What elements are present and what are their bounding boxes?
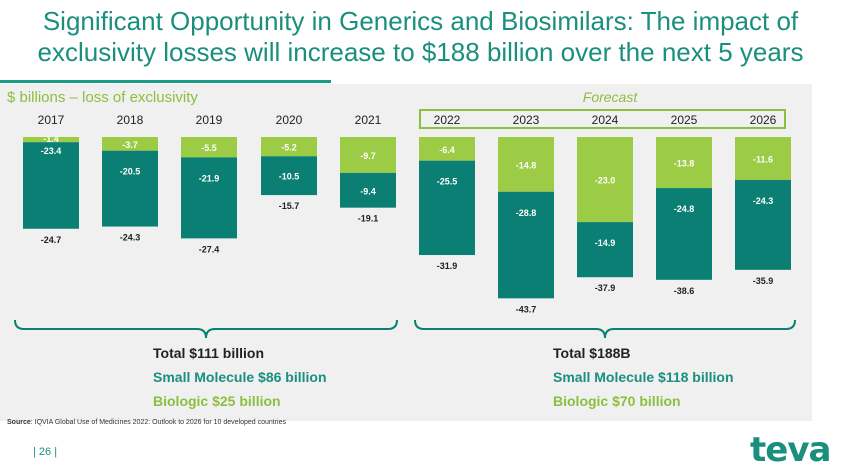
bar-small-molecule bbox=[102, 150, 158, 227]
bracket-forecast bbox=[414, 319, 796, 339]
data-label-small-molecule: -23.4 bbox=[41, 146, 62, 156]
source-text: : IQVIA Global Use of Medicines 2022: Ou… bbox=[30, 419, 286, 426]
data-label-total: -27.4 bbox=[199, 244, 220, 254]
page-title: Significant Opportunity in Generics and … bbox=[37, 6, 804, 67]
summary-forecast: Total $188B Small Molecule $118 billion … bbox=[553, 341, 734, 413]
bar-biologic bbox=[340, 137, 396, 173]
x-tick-label: 2021 bbox=[355, 113, 382, 127]
source-prefix: Source bbox=[7, 419, 31, 426]
data-label-total: -15.7 bbox=[279, 201, 300, 211]
bracket-historical bbox=[14, 319, 398, 339]
bar-small-molecule bbox=[181, 157, 237, 239]
data-label-small-molecule: -9.4 bbox=[360, 186, 376, 196]
summary-historical-small-molecule: Small Molecule $86 billion bbox=[153, 369, 327, 385]
data-label-small-molecule: -14.9 bbox=[595, 238, 616, 248]
bar-biologic bbox=[577, 137, 633, 223]
data-label-biologic: -5.2 bbox=[281, 143, 297, 153]
source-note: Source: IQVIA Global Use of Medicines 20… bbox=[7, 419, 286, 426]
data-label-total: -43.7 bbox=[516, 304, 537, 314]
data-label-biologic: -6.4 bbox=[439, 145, 455, 155]
summary-historical: Total $111 billion Small Molecule $86 bi… bbox=[153, 341, 327, 413]
data-label-biologic: -5.5 bbox=[201, 143, 217, 153]
data-label-small-molecule: -24.8 bbox=[674, 204, 695, 214]
bar-small-molecule bbox=[340, 172, 396, 208]
forecast-box bbox=[419, 109, 786, 129]
summary-historical-biologic: Biologic $25 billion bbox=[153, 393, 281, 409]
bar-biologic bbox=[656, 137, 712, 189]
data-label-total: -35.9 bbox=[753, 276, 774, 286]
summary-forecast-total: Total $188B bbox=[553, 345, 631, 361]
summary-historical-total: Total $111 billion bbox=[153, 345, 264, 361]
data-label-total: -38.6 bbox=[674, 286, 695, 296]
data-label-biologic: -13.8 bbox=[674, 159, 695, 169]
summary-forecast-small-molecule: Small Molecule $118 billion bbox=[553, 369, 734, 385]
data-label-small-molecule: -28.8 bbox=[516, 208, 537, 218]
bar-small-molecule bbox=[419, 160, 475, 256]
bar-small-molecule bbox=[498, 191, 554, 299]
data-label-small-molecule: -25.5 bbox=[437, 177, 458, 187]
data-label-total: -24.3 bbox=[120, 233, 141, 243]
data-label-small-molecule: -24.3 bbox=[753, 196, 774, 206]
x-tick-label: 2020 bbox=[276, 113, 303, 127]
x-tick-label: 2023 bbox=[513, 113, 540, 127]
data-label-biologic: -14.8 bbox=[516, 160, 537, 170]
data-label-small-molecule: -10.5 bbox=[279, 172, 300, 182]
bar-biologic bbox=[102, 137, 158, 151]
data-label-total: -31.9 bbox=[437, 261, 458, 271]
bar-biologic bbox=[261, 137, 317, 157]
data-label-biologic: -3.7 bbox=[122, 140, 138, 150]
bar-small-molecule bbox=[656, 188, 712, 280]
x-tick-label: 2019 bbox=[196, 113, 223, 127]
x-tick-label: 2025 bbox=[671, 113, 698, 127]
forecast-label: Forecast bbox=[582, 89, 638, 105]
teva-logo: teva bbox=[750, 430, 831, 470]
data-label-biologic: -23.0 bbox=[595, 176, 616, 186]
data-label-biologic: -1.4 bbox=[43, 134, 59, 144]
data-label-total: -37.9 bbox=[595, 283, 616, 293]
bar-small-molecule bbox=[577, 222, 633, 278]
x-tick-label: 2017 bbox=[38, 113, 65, 127]
bar-small-molecule bbox=[261, 156, 317, 196]
bar-biologic bbox=[181, 137, 237, 158]
data-label-biologic: -9.7 bbox=[360, 151, 376, 161]
x-tick-label: 2026 bbox=[750, 113, 777, 127]
data-label-total: -24.7 bbox=[41, 235, 62, 245]
title-divider bbox=[0, 80, 331, 83]
x-tick-label: 2022 bbox=[434, 113, 461, 127]
x-tick-label: 2018 bbox=[117, 113, 144, 127]
bar-biologic bbox=[23, 137, 79, 143]
bar-biologic bbox=[498, 137, 554, 192]
data-label-small-molecule: -20.5 bbox=[120, 167, 141, 177]
bar-small-molecule bbox=[23, 142, 79, 229]
bar-biologic bbox=[735, 137, 791, 180]
data-label-small-molecule: -21.9 bbox=[199, 173, 220, 183]
data-label-biologic: -11.6 bbox=[753, 154, 773, 164]
bar-small-molecule bbox=[735, 179, 791, 270]
bar-biologic bbox=[419, 137, 475, 161]
summary-forecast-biologic: Biologic $70 billion bbox=[553, 393, 681, 409]
x-tick-label: 2024 bbox=[592, 113, 619, 127]
unit-label: $ billions – loss of exclusivity bbox=[7, 89, 198, 106]
period-brackets bbox=[14, 319, 796, 339]
data-label-total: -19.1 bbox=[358, 214, 379, 224]
page-number: | 26 | bbox=[33, 446, 58, 458]
